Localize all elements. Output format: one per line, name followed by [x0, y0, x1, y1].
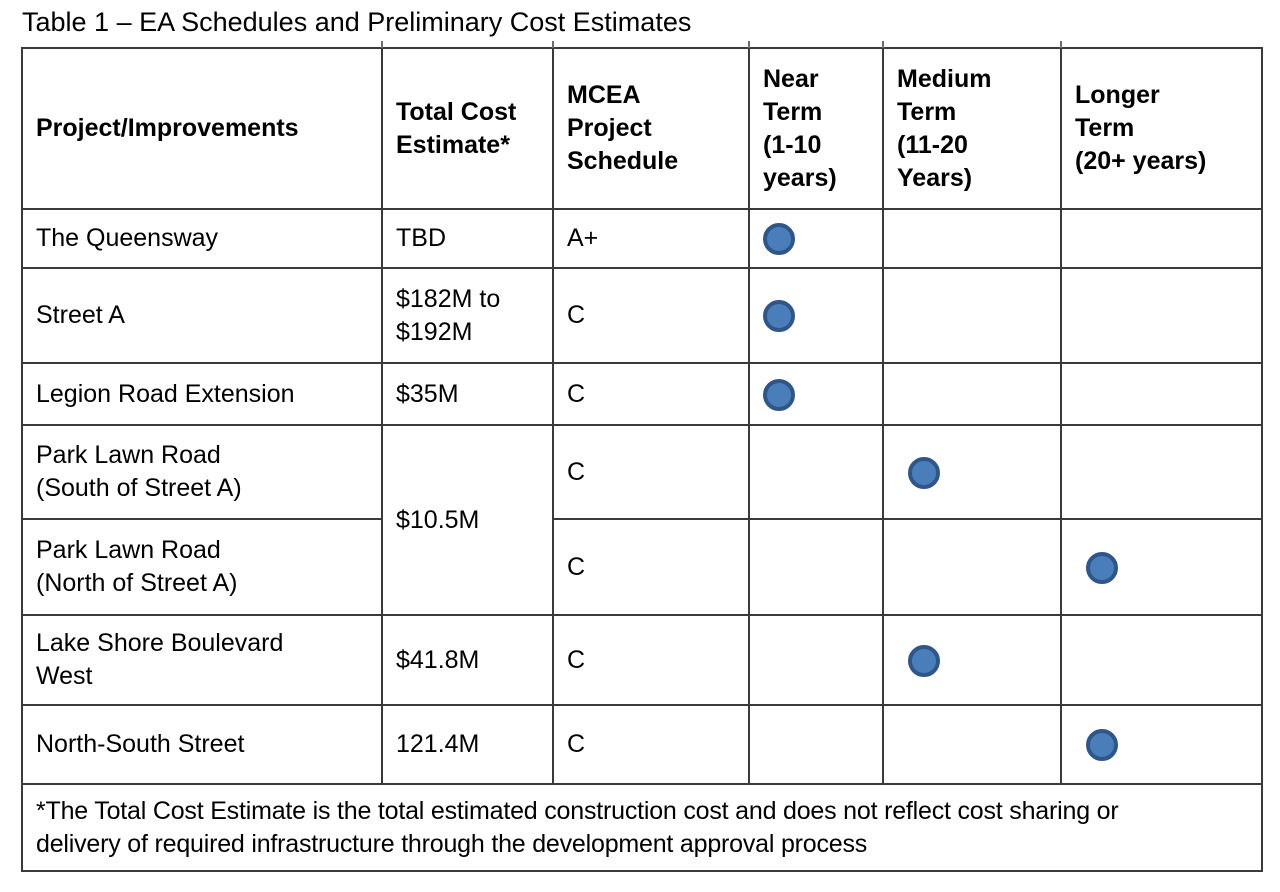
table-row-queensway: The Queensway TBD A+	[21, 208, 1263, 269]
schedule-cell: C	[552, 267, 750, 364]
near-term-cell	[748, 518, 884, 616]
project-cell: Park Lawn Road (South of Street A)	[21, 424, 383, 520]
term-marker-icon	[1086, 551, 1118, 584]
term-marker-icon	[763, 300, 795, 333]
near-term-cell	[748, 424, 884, 520]
col-header-project: Project/Improvements	[21, 47, 383, 210]
table-title: Table 1 – EA Schedules and Preliminary C…	[22, 7, 692, 37]
medium-term-cell	[882, 208, 1062, 269]
table-container: Project/Improvements Total Cost Estimate…	[21, 41, 1263, 872]
col-header-medium-term: Medium Term (11-20 Years)	[882, 47, 1062, 210]
col-header-total-cost: Total Cost Estimate*	[381, 47, 554, 210]
near-term-cell	[748, 267, 884, 364]
grid-tick	[381, 41, 383, 48]
cost-cell-merged: $10.5M	[381, 424, 554, 616]
near-term-cell	[748, 362, 884, 426]
table-row-park-lawn-north: Park Lawn Road (North of Street A) C	[21, 518, 1263, 616]
medium-term-cell	[882, 704, 1062, 785]
footnote-row: *The Total Cost Estimate is the total es…	[21, 783, 1263, 872]
term-marker-icon	[763, 378, 795, 411]
grid-tick	[882, 41, 884, 48]
medium-term-cell	[882, 362, 1062, 426]
longer-term-cell	[1060, 208, 1263, 269]
term-marker-icon	[908, 644, 940, 677]
near-term-cell	[748, 704, 884, 785]
project-cell: Legion Road Extension	[21, 362, 383, 426]
schedule-cell: A+	[552, 208, 750, 269]
cost-cell: $182M to $192M	[381, 267, 554, 364]
schedule-cell: C	[552, 614, 750, 706]
schedule-cell: C	[552, 362, 750, 426]
table-footnote: *The Total Cost Estimate is the total es…	[21, 783, 1263, 872]
medium-term-cell	[882, 424, 1062, 520]
project-cell: The Queensway	[21, 208, 383, 269]
grid-tick	[552, 41, 554, 48]
table-row-park-lawn-south: Park Lawn Road (South of Street A) $10.5…	[21, 424, 1263, 616]
schedule-cell: C	[552, 704, 750, 785]
project-cell: Lake Shore Boulevard West	[21, 614, 383, 706]
longer-term-cell	[1060, 518, 1263, 616]
term-marker-icon	[1086, 729, 1118, 762]
project-cell: Park Lawn Road (North of Street A)	[21, 518, 383, 616]
col-header-mcea-schedule: MCEA Project Schedule	[552, 47, 750, 210]
longer-term-cell	[1060, 614, 1263, 706]
header-row: Project/Improvements Total Cost Estimate…	[21, 47, 1263, 210]
table-row-legion-road: Legion Road Extension $35M C	[21, 362, 1263, 426]
longer-term-cell	[1060, 267, 1263, 364]
col-header-longer-term: Longer Term (20+ years)	[1060, 47, 1263, 210]
schedule-cell: C	[552, 518, 750, 616]
near-term-cell	[748, 614, 884, 706]
grid-tick	[1060, 41, 1062, 48]
project-cell: North-South Street	[21, 704, 383, 785]
term-marker-icon	[908, 456, 940, 489]
cost-cell: 121.4M	[381, 704, 554, 785]
near-term-cell	[748, 208, 884, 269]
cost-cell: $35M	[381, 362, 554, 426]
grid-tick	[748, 41, 750, 48]
document-page: Table 1 – EA Schedules and Preliminary C…	[0, 7, 1280, 872]
medium-term-cell	[882, 518, 1062, 616]
term-marker-icon	[763, 223, 795, 256]
longer-term-cell	[1060, 704, 1263, 785]
ea-schedule-table: Project/Improvements Total Cost Estimate…	[21, 47, 1263, 872]
schedule-cell: C	[552, 424, 750, 520]
cost-cell: TBD	[381, 208, 554, 269]
col-header-near-term: Near Term (1-10 years)	[748, 47, 884, 210]
cost-cell: $41.8M	[381, 614, 554, 706]
longer-term-cell	[1060, 362, 1263, 426]
medium-term-cell	[882, 614, 1062, 706]
project-cell: Street A	[21, 267, 383, 364]
longer-term-cell	[1060, 424, 1263, 520]
table-row-north-south: North-South Street 121.4M C	[21, 704, 1263, 785]
table-row-street-a: Street A $182M to $192M C	[21, 267, 1263, 364]
medium-term-cell	[882, 267, 1062, 364]
table-row-lake-shore: Lake Shore Boulevard West $41.8M C	[21, 614, 1263, 706]
